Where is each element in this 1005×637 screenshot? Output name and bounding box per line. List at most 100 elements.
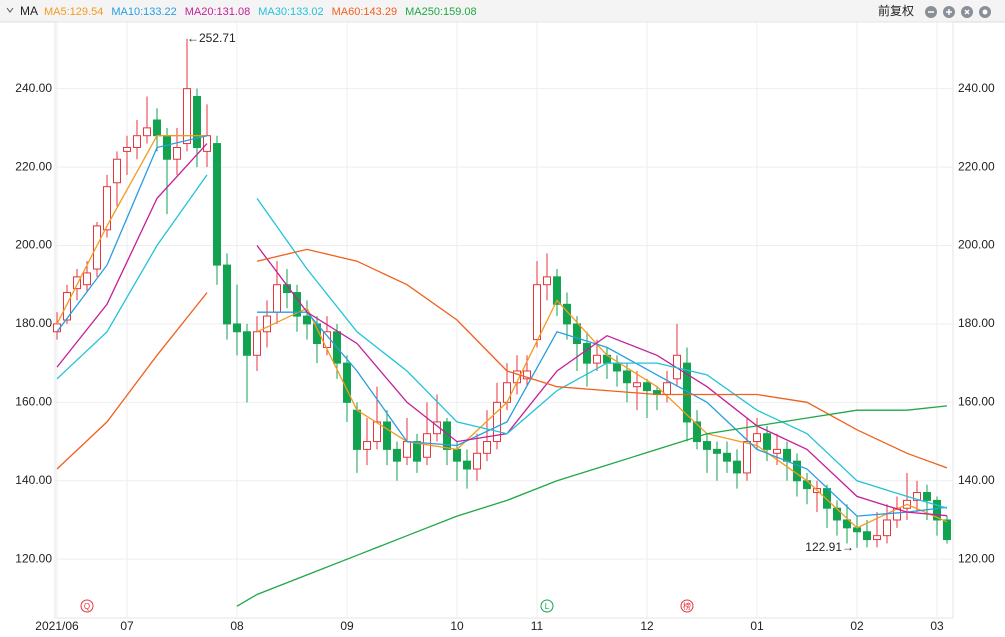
x-tick-label: 12 bbox=[640, 619, 654, 633]
candle-body bbox=[163, 135, 171, 160]
candle-body bbox=[193, 96, 201, 148]
ma-line bbox=[56, 135, 948, 529]
candle-body bbox=[203, 135, 211, 152]
candle-body bbox=[473, 452, 481, 470]
candle-body bbox=[713, 448, 721, 454]
candle-body bbox=[913, 492, 921, 501]
ma-line bbox=[56, 135, 948, 517]
y-tick-label: 200.00 bbox=[15, 238, 52, 252]
candle-body bbox=[503, 382, 511, 403]
candle-body bbox=[633, 382, 641, 388]
price-annotation: 122.91→ bbox=[805, 540, 854, 554]
x-tick-label: 02 bbox=[850, 619, 864, 633]
x-tick-label: 01 bbox=[750, 619, 764, 633]
candle-body bbox=[533, 284, 541, 341]
candle-body bbox=[843, 519, 851, 529]
x-tick-label: 07 bbox=[120, 619, 134, 633]
candle-body bbox=[883, 519, 891, 537]
candle-body bbox=[613, 362, 621, 372]
candle-body bbox=[123, 146, 131, 152]
ma-line bbox=[56, 174, 948, 509]
candle-body bbox=[113, 158, 121, 184]
candle-body bbox=[63, 292, 71, 321]
y-tick-label-right: 120.00 bbox=[958, 551, 995, 565]
candle-body bbox=[233, 323, 241, 333]
event-marker[interactable] bbox=[540, 599, 554, 613]
event-marker-label: L bbox=[545, 602, 550, 611]
event-marker-label: 榜 bbox=[683, 601, 691, 611]
candle-body bbox=[493, 401, 501, 443]
candle-body bbox=[593, 354, 601, 364]
candle-body bbox=[743, 441, 751, 474]
candle-body bbox=[173, 146, 181, 160]
candle-body bbox=[393, 448, 401, 462]
candle-body bbox=[573, 323, 581, 345]
y-tick-label: 140.00 bbox=[15, 473, 52, 487]
candle-body bbox=[893, 507, 901, 521]
candle-body bbox=[923, 492, 931, 501]
candle-body bbox=[223, 264, 231, 325]
y-tick-label: 240.00 bbox=[15, 81, 52, 95]
x-tick-label: 11 bbox=[531, 619, 544, 633]
candle-body bbox=[153, 119, 161, 137]
candle-body bbox=[143, 127, 151, 137]
y-tick-label-right: 240.00 bbox=[958, 81, 995, 95]
legend-entry: MA250:159.08 bbox=[405, 6, 477, 18]
y-tick-label-right: 220.00 bbox=[958, 159, 995, 173]
x-tick-label: 09 bbox=[340, 619, 354, 633]
dropdown-icon[interactable] bbox=[6, 7, 14, 13]
candle-body bbox=[723, 452, 731, 462]
candles bbox=[53, 38, 951, 548]
plot-frame bbox=[54, 21, 954, 619]
candle-body bbox=[693, 421, 701, 443]
candle-body bbox=[273, 284, 281, 313]
candle-body bbox=[523, 370, 531, 380]
candle-body bbox=[733, 460, 741, 474]
y-tick-label: 180.00 bbox=[15, 316, 52, 330]
candle-body bbox=[253, 331, 261, 356]
y-tick-label-right: 160.00 bbox=[958, 395, 995, 409]
candle-body bbox=[73, 276, 81, 290]
candle-body bbox=[453, 448, 461, 462]
y-tick-label-right: 140.00 bbox=[958, 473, 995, 487]
event-marker[interactable] bbox=[80, 599, 94, 613]
candle-body bbox=[833, 507, 841, 521]
candle-body bbox=[803, 480, 811, 490]
candle-body bbox=[933, 499, 941, 521]
icon-stroke bbox=[964, 9, 970, 15]
candle-body bbox=[753, 433, 761, 443]
indicator-name[interactable]: MA bbox=[20, 4, 38, 18]
price-annotation: ←252.71 bbox=[187, 31, 236, 45]
candle-body bbox=[623, 370, 631, 384]
candle-body bbox=[863, 531, 871, 541]
x-tick-label: 03 bbox=[930, 619, 944, 633]
x-tick-label: 2021/06 bbox=[35, 619, 79, 633]
candle-body bbox=[663, 382, 671, 396]
candle-body bbox=[873, 535, 881, 541]
event-marker[interactable] bbox=[680, 599, 694, 613]
event-marker-label: Q bbox=[84, 602, 90, 611]
candle-body bbox=[93, 225, 101, 270]
candle-body bbox=[763, 433, 771, 450]
y-tick-label: 220.00 bbox=[15, 159, 52, 173]
candle-body bbox=[943, 519, 951, 541]
candle-body bbox=[563, 303, 571, 325]
icon-stroke bbox=[982, 9, 988, 15]
adjust-label[interactable]: 前复权 bbox=[878, 3, 914, 18]
icon-stroke bbox=[946, 9, 952, 15]
candle-body bbox=[383, 421, 391, 450]
y-tick-label: 120.00 bbox=[15, 551, 52, 565]
zoom-controls bbox=[925, 6, 991, 18]
candle-body bbox=[553, 276, 561, 305]
y-tick-label-right: 180.00 bbox=[958, 316, 995, 330]
candle-body bbox=[183, 88, 191, 145]
candle-body bbox=[243, 331, 251, 356]
candle-body bbox=[263, 315, 271, 333]
toolbar bbox=[0, 0, 1005, 22]
candle-body bbox=[703, 441, 711, 450]
candle-body bbox=[303, 315, 311, 325]
candle-body bbox=[103, 186, 111, 231]
legend-entry: MA5:129.54 bbox=[44, 6, 103, 18]
ma-line bbox=[236, 405, 948, 607]
candle-body bbox=[413, 441, 421, 462]
